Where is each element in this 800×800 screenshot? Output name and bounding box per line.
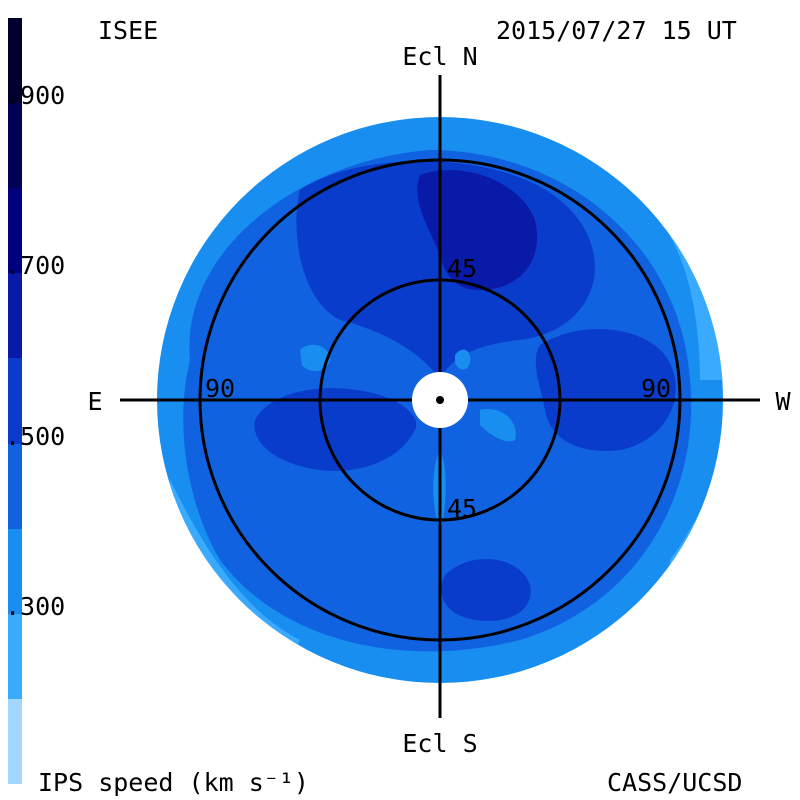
- colorbar-tick-700: .700: [5, 251, 66, 281]
- label-ring-90-west: 90: [641, 374, 671, 403]
- timestamp-label: 2015/07/27 15 UT: [496, 16, 737, 45]
- label-ring-45-south: 45: [447, 494, 477, 523]
- colorbar-band-700-800: [8, 188, 22, 274]
- label-east: E: [87, 387, 102, 416]
- colorbar-band-900-1000: [8, 18, 22, 104]
- credit-label: CASS/UCSD: [607, 768, 743, 797]
- colorbar-tick-900: .900: [5, 81, 66, 111]
- label-ecliptic-south: Ecl S: [402, 729, 477, 758]
- colorbar-title: IPS speed (km s⁻¹): [38, 768, 309, 797]
- colorbar-band-400-500: [8, 443, 22, 529]
- colorbar-band-500-600: [8, 358, 22, 444]
- label-ring-90-east: 90: [205, 374, 235, 403]
- label-ecliptic-north: Ecl N: [402, 42, 477, 71]
- colorbar-band-200-300: [8, 613, 22, 699]
- source-label: ISEE: [98, 16, 159, 45]
- label-west: W: [775, 387, 791, 416]
- colorbar-band-100-200: [8, 698, 22, 784]
- colorbar-band-800-900: [8, 103, 22, 189]
- speed-colorbar: [8, 18, 22, 784]
- colorbar-tick-300: .300: [5, 591, 66, 621]
- colorbar-band-600-700: [8, 273, 22, 359]
- label-ring-45-north: 45: [447, 254, 477, 283]
- colorbar-band-300-400: [8, 528, 22, 614]
- colorbar-tick-500: .500: [5, 421, 66, 451]
- sun-center-dot: [436, 396, 444, 404]
